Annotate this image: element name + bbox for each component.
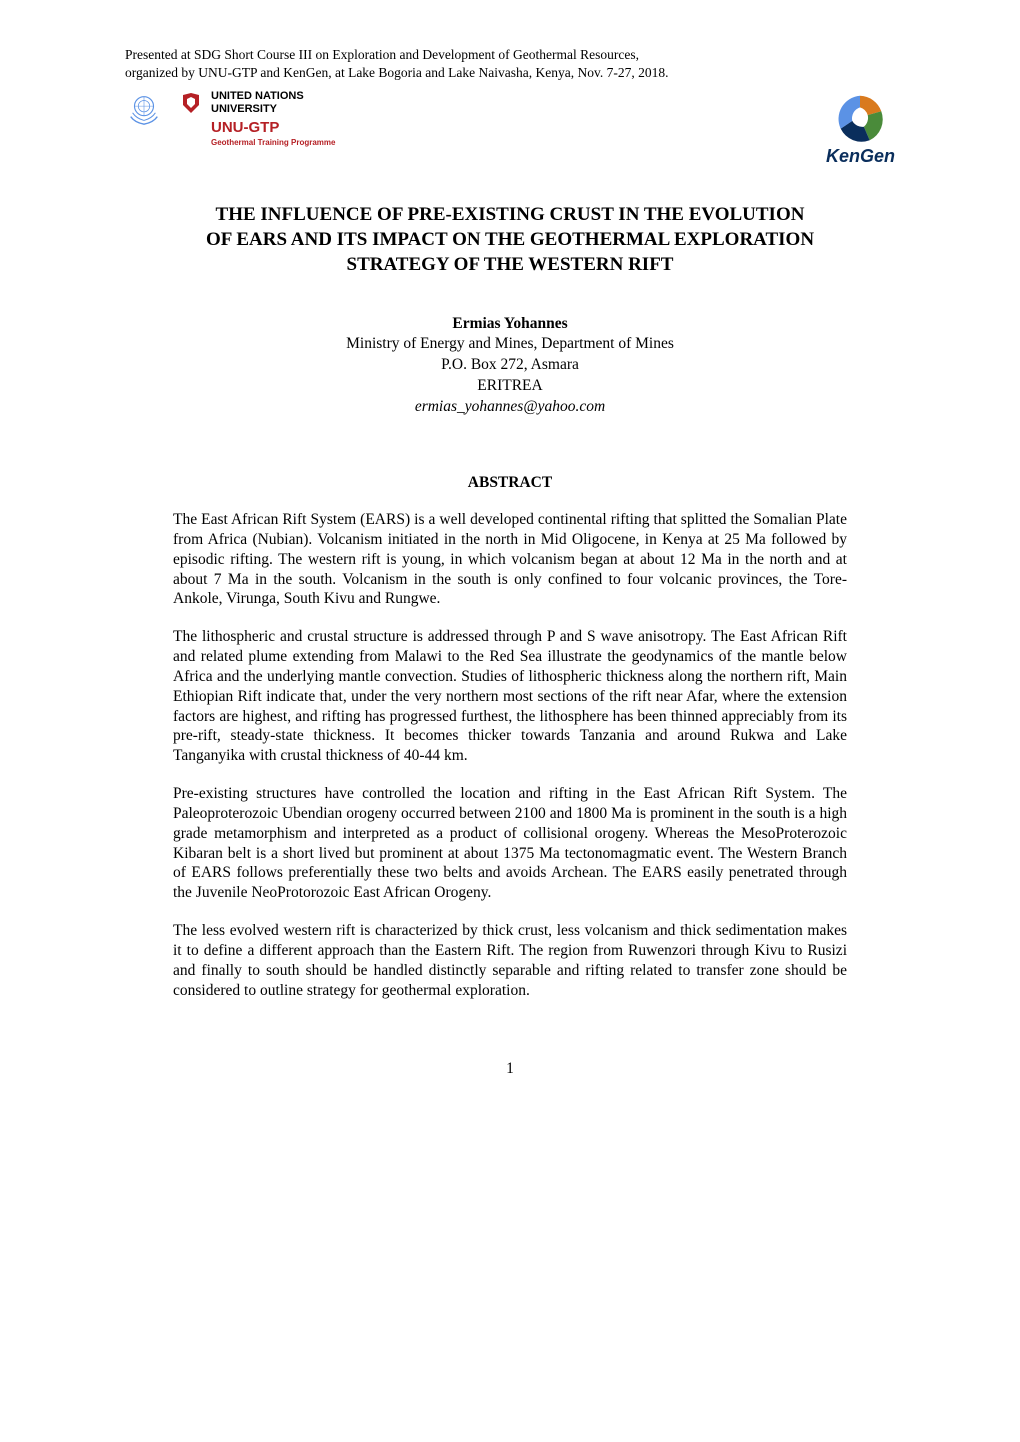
unu-line1: UNITED NATIONS [211, 90, 304, 102]
unu-gtp-label: UNU-GTP [211, 119, 335, 136]
conference-note-line1: Presented at SDG Short Course III on Exp… [125, 47, 639, 62]
abstract-paragraph: The East African Rift System (EARS) is a… [173, 510, 847, 609]
author-country: ERITREA [125, 376, 895, 397]
author-address: P.O. Box 272, Asmara [125, 355, 895, 376]
author-block: Ermias Yohannes Ministry of Energy and M… [125, 314, 895, 419]
author-affiliation: Ministry of Energy and Mines, Department… [125, 334, 895, 355]
page-number: 1 [125, 1060, 895, 1078]
kengen-logo-block: KenGen [826, 90, 895, 167]
abstract-body: The East African Rift System (EARS) is a… [173, 510, 847, 1000]
logos-row: UNITED NATIONS UNIVERSITY UNU-GTP Geothe… [125, 90, 895, 167]
author-email: ermias_yohannes@yahoo.com [125, 397, 895, 418]
unu-text-block: UNITED NATIONS UNIVERSITY UNU-GTP Geothe… [179, 90, 335, 146]
unu-logo-block: UNITED NATIONS UNIVERSITY UNU-GTP Geothe… [125, 90, 335, 146]
abstract-paragraph: Pre-existing structures have controlled … [173, 784, 847, 903]
unu-square-icon [179, 91, 203, 115]
abstract-paragraph: The lithospheric and crustal structure i… [173, 627, 847, 766]
abstract-heading: ABSTRACT [125, 474, 895, 492]
conference-note-line2: organized by UNU-GTP and KenGen, at Lake… [125, 65, 668, 80]
author-name: Ermias Yohannes [125, 314, 895, 335]
unu-gtp-subtitle: Geothermal Training Programme [211, 138, 335, 147]
unu-institution-name: UNITED NATIONS UNIVERSITY [211, 90, 304, 114]
conference-note: Presented at SDG Short Course III on Exp… [125, 46, 895, 82]
paper-title: THE INFLUENCE OF PRE-EXISTING CRUST IN T… [125, 203, 895, 277]
unu-top-row: UNITED NATIONS UNIVERSITY [179, 90, 335, 114]
title-line1: THE INFLUENCE OF PRE-EXISTING CRUST IN T… [216, 204, 805, 225]
kengen-swirl-icon [831, 90, 889, 148]
title-line2: OF EARS AND ITS IMPACT ON THE GEOTHERMAL… [206, 229, 814, 250]
title-line3: STRATEGY OF THE WESTERN RIFT [347, 254, 674, 275]
abstract-paragraph: The less evolved western rift is charact… [173, 921, 847, 1000]
kengen-label: KenGen [826, 146, 895, 167]
unu-line2: UNIVERSITY [211, 103, 277, 115]
un-laurel-icon [125, 90, 163, 128]
